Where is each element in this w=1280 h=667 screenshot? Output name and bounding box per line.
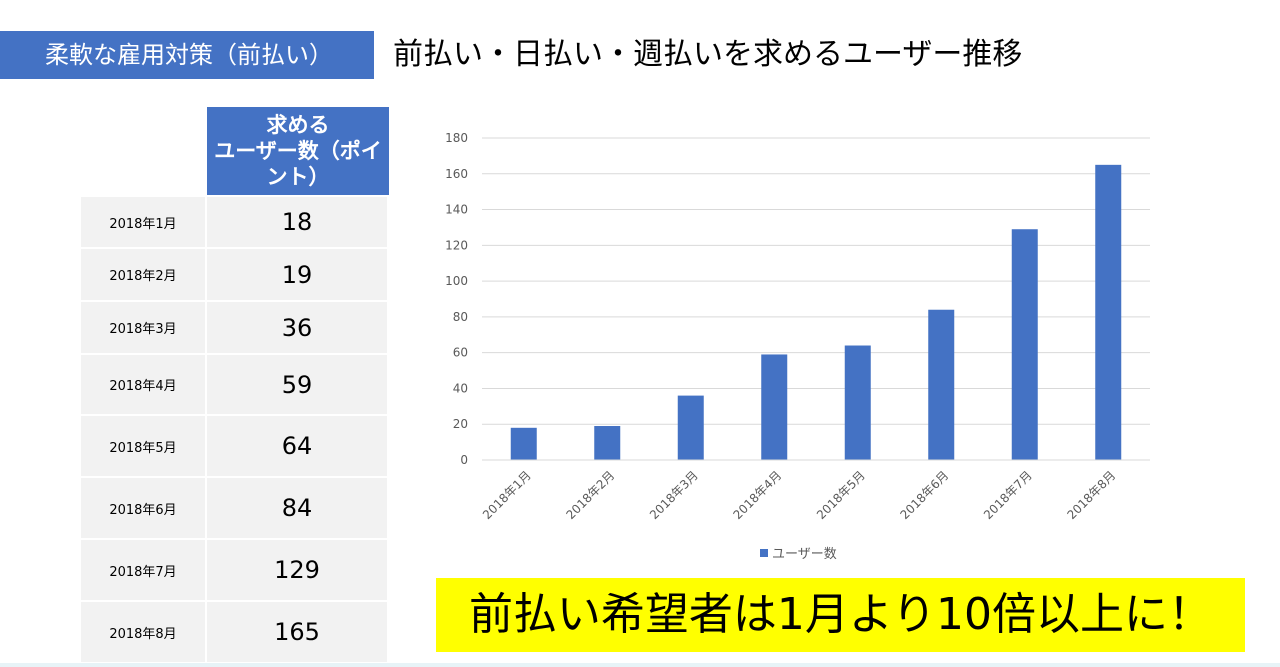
table-row: 2018年3月 36	[81, 300, 389, 353]
table-cell-month: 2018年1月	[81, 195, 207, 247]
section-tag: 柔軟な雇用対策（前払い）	[0, 31, 374, 79]
x-tick-label: 2018年6月	[897, 468, 951, 522]
table-header-row: 求める ユーザー数（ポイント）	[81, 107, 389, 195]
table-cell-value: 19	[207, 247, 389, 300]
table-cell-value: 59	[207, 353, 389, 414]
bar	[1095, 164, 1122, 461]
bar-chart-svg: 0 20 40 60 80 100 120 140 160 180 2018年1月 2018年2月 20…	[445, 131, 1150, 562]
x-tick-label: 2018年7月	[981, 468, 1035, 522]
legend-swatch	[760, 549, 768, 557]
y-tick-label: 20	[453, 417, 468, 431]
bar-chart: 0 20 40 60 80 100 120 140 160 180 2018年1月 2018年2月 20…	[430, 120, 1170, 570]
x-tick-label: 2018年4月	[730, 468, 784, 522]
table-cell-month: 2018年8月	[81, 600, 207, 662]
bar	[594, 426, 621, 460]
y-tick-label: 160	[445, 167, 468, 181]
table-row: 2018年8月 165	[81, 600, 389, 662]
x-tick-label: 2018年1月	[480, 468, 534, 522]
bar	[677, 395, 704, 460]
y-tick-label: 120	[445, 238, 468, 252]
table-row: 2018年7月 129	[81, 538, 389, 600]
x-tick-label: 2018年5月	[814, 468, 868, 522]
x-tick-label: 2018年8月	[1064, 468, 1118, 522]
table-row: 2018年1月 18	[81, 195, 389, 247]
y-tick-label: 100	[445, 274, 468, 288]
y-tick-label: 140	[445, 203, 468, 217]
x-tick-label: 2018年3月	[647, 468, 701, 522]
y-tick-label: 40	[453, 381, 468, 395]
bar	[761, 354, 788, 460]
table-cell-month: 2018年4月	[81, 353, 207, 414]
bar	[928, 309, 955, 460]
table-cell-month: 2018年3月	[81, 300, 207, 353]
table-row: 2018年5月 64	[81, 414, 389, 476]
bottom-strip	[0, 663, 1280, 667]
table-row: 2018年4月 59	[81, 353, 389, 414]
y-tick-label: 80	[453, 310, 468, 324]
table-column-header: 求める ユーザー数（ポイント）	[207, 107, 389, 195]
data-table: 求める ユーザー数（ポイント） 2018年1月 18 2018年2月 19 20…	[81, 107, 389, 662]
table-cell-month: 2018年7月	[81, 538, 207, 600]
bar	[1011, 229, 1038, 460]
bar	[510, 427, 537, 460]
table-cell-value: 165	[207, 600, 389, 662]
y-tick-label: 60	[453, 346, 468, 360]
table-cell-value: 84	[207, 476, 389, 538]
table-row: 2018年2月 19	[81, 247, 389, 300]
table-cell-month: 2018年6月	[81, 476, 207, 538]
table-cell-month: 2018年5月	[81, 414, 207, 476]
table-corner	[81, 107, 207, 195]
y-tick-label: 0	[460, 453, 468, 467]
callout-banner: 前払い希望者は1月より10倍以上に！	[436, 578, 1245, 652]
table-cell-value: 129	[207, 538, 389, 600]
x-tick-label: 2018年2月	[563, 468, 617, 522]
table-row: 2018年6月 84	[81, 476, 389, 538]
table-cell-value: 36	[207, 300, 389, 353]
table-cell-month: 2018年2月	[81, 247, 207, 300]
bar	[844, 345, 871, 460]
table-cell-value: 18	[207, 195, 389, 247]
slide-title: 前払い・日払い・週払いを求めるユーザー推移	[393, 37, 1023, 72]
table-cell-value: 64	[207, 414, 389, 476]
y-tick-label: 180	[445, 131, 468, 145]
legend-label: ユーザー数	[772, 547, 837, 562]
